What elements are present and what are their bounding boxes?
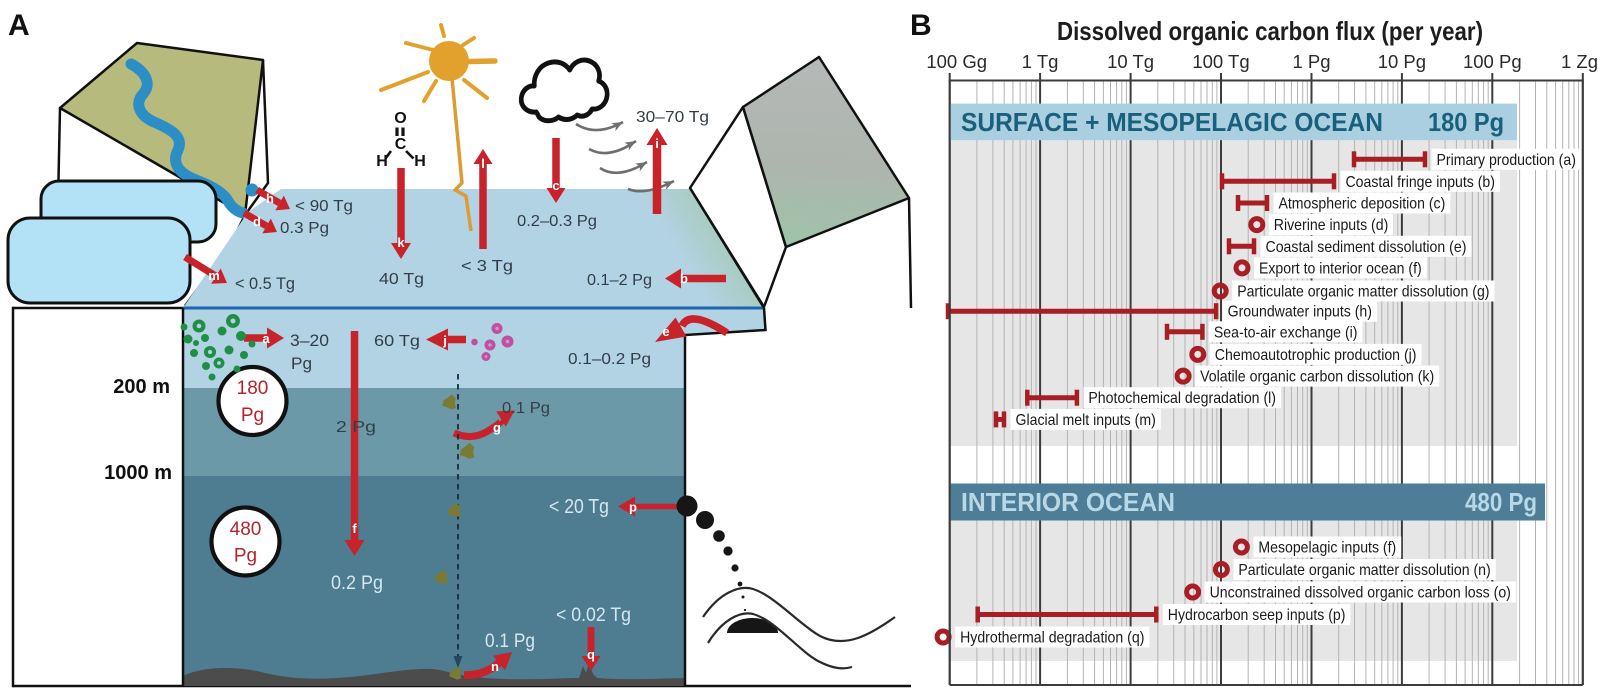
svg-text:10 Tg: 10 Tg bbox=[1107, 51, 1154, 72]
svg-text:Mesopelagic inputs (f): Mesopelagic inputs (f) bbox=[1258, 540, 1396, 557]
svg-text:Glacial melt inputs (m): Glacial melt inputs (m) bbox=[1016, 412, 1156, 429]
svg-text:60 Tg: 60 Tg bbox=[374, 333, 420, 350]
svg-text:INTERIOR OCEAN: INTERIOR OCEAN bbox=[961, 487, 1175, 517]
svg-text:100 Gg: 100 Gg bbox=[926, 51, 987, 72]
svg-text:< 90 Tg: < 90 Tg bbox=[295, 198, 353, 215]
svg-text:1 Pg: 1 Pg bbox=[1292, 51, 1330, 72]
svg-text:Volatile organic carbon dissol: Volatile organic carbon dissolution (k) bbox=[1200, 369, 1434, 386]
svg-text:Export to interior ocean (f): Export to interior ocean (f) bbox=[1259, 260, 1422, 277]
svg-text:0.1–2 Pg: 0.1–2 Pg bbox=[587, 272, 652, 289]
svg-text:0.1–0.2 Pg: 0.1–0.2 Pg bbox=[568, 351, 651, 368]
svg-text:f: f bbox=[352, 521, 357, 536]
svg-text:Pg: Pg bbox=[241, 405, 264, 426]
svg-text:m: m bbox=[208, 268, 220, 283]
svg-text:H: H bbox=[414, 153, 426, 170]
svg-text:n: n bbox=[491, 659, 499, 674]
svg-text:Coastal fringe inputs (b): Coastal fringe inputs (b) bbox=[1346, 174, 1495, 191]
svg-text:100 Tg: 100 Tg bbox=[1192, 51, 1249, 72]
svg-text:Particulate organic matter dis: Particulate organic matter dissolution (… bbox=[1238, 562, 1490, 579]
svg-text:Atmospheric deposition (c): Atmospheric deposition (c) bbox=[1279, 196, 1446, 213]
svg-text:< 0.5 Tg: < 0.5 Tg bbox=[235, 274, 295, 293]
svg-text:Primary production (a): Primary production (a) bbox=[1437, 152, 1576, 169]
svg-text:SURFACE + MESOPELAGIC OCEAN: SURFACE + MESOPELAGIC OCEAN bbox=[961, 107, 1383, 137]
svg-text:Groundwater inputs (h): Groundwater inputs (h) bbox=[1228, 304, 1372, 321]
svg-text:Hydrocarbon seep inputs (p): Hydrocarbon seep inputs (p) bbox=[1168, 607, 1346, 624]
svg-text:0.1 Pg: 0.1 Pg bbox=[485, 631, 535, 652]
svg-text:Riverine inputs (d): Riverine inputs (d) bbox=[1274, 217, 1389, 234]
svg-text:g: g bbox=[493, 420, 501, 435]
svg-text:Coastal sediment dissolution (: Coastal sediment dissolution (e) bbox=[1266, 239, 1467, 256]
svg-text:1 Tg: 1 Tg bbox=[1022, 51, 1059, 72]
svg-text:Dissolved organic carbon flux: Dissolved organic carbon flux (per year) bbox=[1057, 16, 1483, 46]
svg-text:< 3 Tg: < 3 Tg bbox=[461, 258, 513, 275]
svg-text:10 Pg: 10 Pg bbox=[1378, 51, 1426, 72]
svg-text:B: B bbox=[910, 9, 932, 42]
svg-text:180: 180 bbox=[237, 378, 269, 399]
svg-text:d: d bbox=[253, 214, 261, 229]
svg-text:i: i bbox=[655, 136, 659, 151]
svg-text:Chemoautotrophic production (j: Chemoautotrophic production (j) bbox=[1215, 347, 1417, 364]
svg-text:0.1 Pg: 0.1 Pg bbox=[502, 400, 550, 417]
svg-text:< 0.02 Tg: < 0.02 Tg bbox=[556, 605, 631, 626]
svg-text:C: C bbox=[395, 136, 407, 153]
svg-text:< 20 Tg: < 20 Tg bbox=[549, 496, 609, 518]
svg-text:3–20: 3–20 bbox=[290, 331, 329, 350]
svg-text:0.2–0.3 Pg: 0.2–0.3 Pg bbox=[517, 213, 597, 230]
svg-text:h: h bbox=[266, 191, 274, 206]
svg-text:480 Pg: 480 Pg bbox=[1465, 487, 1537, 517]
svg-text:480: 480 bbox=[230, 519, 262, 540]
svg-text:30–70 Tg: 30–70 Tg bbox=[636, 109, 709, 126]
svg-text:Unconstrained dissolved organi: Unconstrained dissolved organic carbon l… bbox=[1210, 585, 1511, 602]
svg-text:c: c bbox=[552, 178, 559, 193]
svg-text:b: b bbox=[680, 271, 688, 286]
svg-text:2 Pg: 2 Pg bbox=[336, 419, 376, 436]
svg-text:H: H bbox=[376, 153, 388, 170]
svg-text:j: j bbox=[442, 333, 447, 348]
svg-text:1000 m: 1000 m bbox=[104, 462, 172, 484]
svg-text:e: e bbox=[662, 324, 669, 339]
svg-text:A: A bbox=[8, 9, 30, 42]
svg-text:k: k bbox=[397, 235, 405, 250]
svg-text:Pg: Pg bbox=[234, 546, 257, 567]
svg-text:p: p bbox=[629, 500, 637, 515]
svg-text:0.2 Pg: 0.2 Pg bbox=[331, 573, 383, 594]
svg-text:O: O bbox=[394, 110, 406, 127]
svg-text:q: q bbox=[587, 647, 595, 662]
svg-text:Photochemical degradation (l): Photochemical degradation (l) bbox=[1088, 390, 1276, 407]
svg-text:0.3 Pg: 0.3 Pg bbox=[280, 220, 329, 237]
svg-text:Pg: Pg bbox=[291, 354, 312, 373]
svg-text:l: l bbox=[481, 156, 485, 171]
svg-text:100 Pg: 100 Pg bbox=[1463, 51, 1522, 72]
svg-text:Hydrothermal degradation (q): Hydrothermal degradation (q) bbox=[960, 630, 1144, 647]
svg-text:180 Pg: 180 Pg bbox=[1428, 107, 1504, 137]
svg-text:Particulate organic matter dis: Particulate organic matter dissolution (… bbox=[1237, 284, 1489, 301]
svg-text:a: a bbox=[262, 331, 270, 346]
svg-text:1 Zg: 1 Zg bbox=[1561, 51, 1598, 72]
svg-text:200 m: 200 m bbox=[113, 376, 170, 398]
svg-text:40 Tg: 40 Tg bbox=[379, 271, 424, 288]
svg-text:Sea-to-air exchange (i): Sea-to-air exchange (i) bbox=[1214, 324, 1358, 341]
